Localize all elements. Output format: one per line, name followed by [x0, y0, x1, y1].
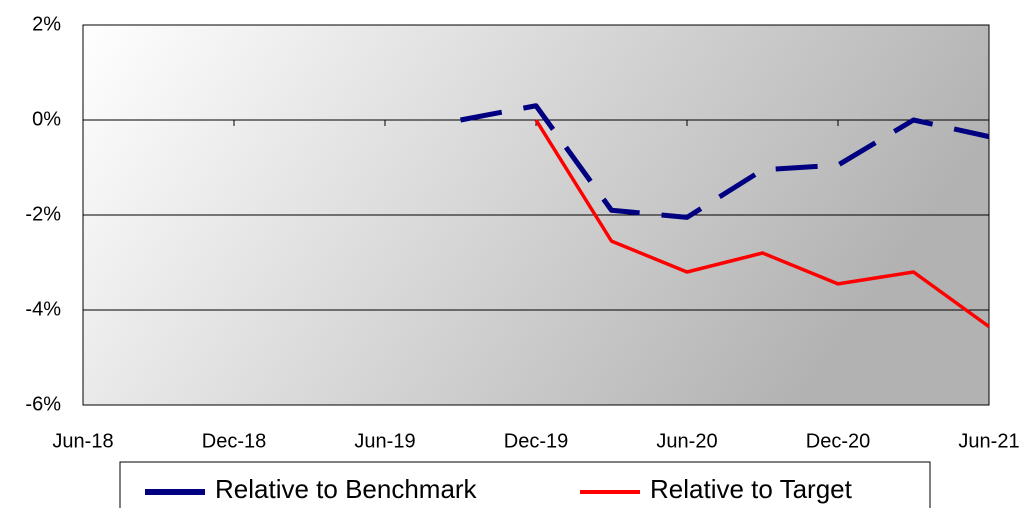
x-tick-label: Dec-19: [504, 430, 568, 452]
y-tick-label: -4%: [25, 298, 61, 320]
x-tick-label: Jun-19: [354, 430, 415, 452]
y-tick-label: 2%: [32, 13, 61, 35]
legend-label: Relative to Benchmark: [215, 474, 478, 504]
series-line: [534, 119, 991, 329]
x-tick-label: Jun-20: [656, 430, 717, 452]
y-tick-label: -6%: [25, 393, 61, 415]
legend-label: Relative to Target: [650, 474, 853, 504]
y-tick-label: -2%: [25, 203, 61, 225]
x-tick-label: Jun-18: [52, 430, 113, 452]
y-tick-label: 0%: [32, 108, 61, 130]
x-tick-label: Dec-18: [202, 430, 266, 452]
x-tick-label: Dec-20: [806, 430, 870, 452]
legend: [119, 461, 931, 508]
series-line: [460, 103, 990, 220]
x-tick-label: Jun-21: [958, 430, 1019, 452]
